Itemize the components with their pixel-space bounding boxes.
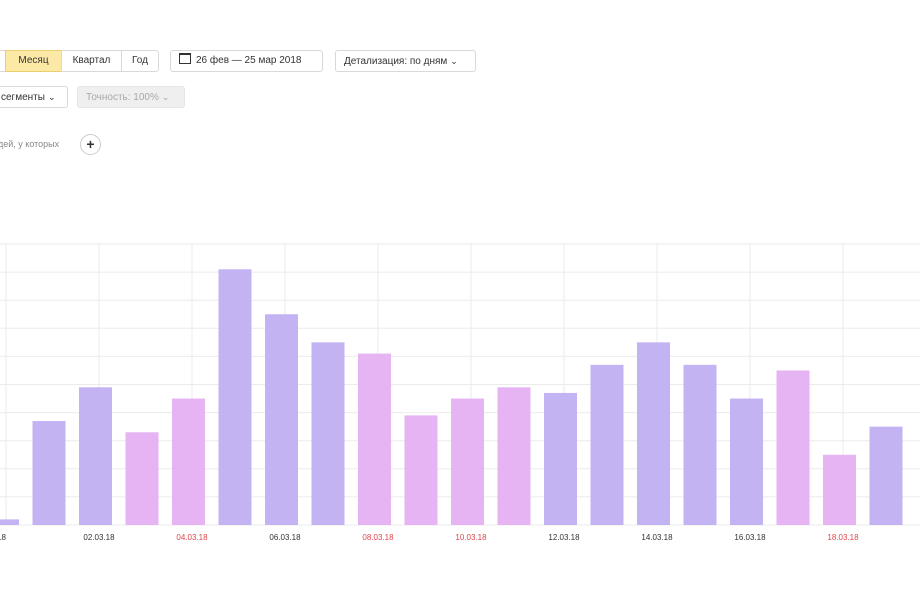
- segments-label: сегменты: [1, 92, 45, 103]
- x-tick-label: 08.03.18: [362, 533, 394, 542]
- chart-bar[interactable]: [637, 342, 670, 525]
- x-axis-labels: .02.18 02.03.18 04.03.18 06.03.18 08.03.18 10…: [0, 533, 859, 542]
- x-tick-label: 06.03.18: [269, 533, 301, 542]
- chevron-down-icon: ⌄: [47, 92, 56, 102]
- chart-bar[interactable]: [265, 314, 298, 525]
- x-tick-label: 02.03.18: [83, 533, 115, 542]
- chart-bar[interactable]: [172, 398, 205, 525]
- chart-bar[interactable]: [730, 398, 763, 525]
- bar-chart: .02.18 02.03.18 04.03.18 06.03.18 08.03.18 10…: [0, 243, 920, 542]
- chart-bars: [0, 269, 903, 525]
- chart-bar[interactable]: [451, 398, 484, 525]
- x-tick-label: 16.03.18: [734, 533, 766, 542]
- tab-month[interactable]: Месяц: [5, 50, 62, 72]
- chart-bar[interactable]: [497, 387, 531, 525]
- chart-bar[interactable]: [776, 370, 810, 525]
- chart-bar[interactable]: [218, 269, 252, 525]
- chevron-down-icon: ⌄: [161, 92, 170, 102]
- chart-bar[interactable]: [544, 392, 577, 525]
- chart-bar[interactable]: [590, 364, 624, 525]
- date-range-label: 26 фев — 25 мар 2018: [196, 55, 302, 66]
- x-tick-label: 10.03.18: [455, 533, 487, 542]
- add-condition-button[interactable]: +: [80, 134, 101, 155]
- chart-bar[interactable]: [358, 353, 391, 525]
- accuracy-label: Точность: 100%: [86, 92, 159, 103]
- x-tick-label: 18.03.18: [827, 533, 859, 542]
- date-range-button[interactable]: 26 фев — 25 мар 2018: [170, 50, 323, 72]
- x-tick-label: 04.03.18: [176, 533, 208, 542]
- accuracy-dropdown[interactable]: Точность: 100% ⌄: [77, 86, 185, 108]
- plus-icon: +: [86, 136, 95, 152]
- tab-quarter[interactable]: Квартал: [61, 50, 122, 72]
- chart-grid: [0, 243, 920, 526]
- chart-bar[interactable]: [311, 342, 345, 525]
- calendar-icon: [179, 53, 191, 64]
- x-tick-label: .02.18: [0, 533, 7, 542]
- tab-year[interactable]: Год: [121, 50, 159, 72]
- detail-label: Детализация: по дням: [344, 56, 448, 67]
- chart-bar[interactable]: [79, 387, 112, 525]
- chart-bar[interactable]: [0, 519, 19, 525]
- chart-bar[interactable]: [823, 454, 856, 525]
- chart-bar[interactable]: [32, 421, 66, 525]
- chevron-down-icon: ⌄: [450, 56, 458, 66]
- condition-text: дей, у которых: [0, 139, 60, 149]
- chart-bar[interactable]: [869, 426, 903, 525]
- segments-dropdown[interactable]: сегменты ⌄: [0, 86, 68, 108]
- chart-bar[interactable]: [125, 432, 159, 525]
- detail-dropdown[interactable]: Детализация: по дням ⌄: [335, 50, 476, 72]
- chart-bar[interactable]: [683, 364, 717, 525]
- chart-bar[interactable]: [404, 415, 438, 525]
- x-tick-label: 14.03.18: [641, 533, 673, 542]
- x-tick-label: 12.03.18: [548, 533, 580, 542]
